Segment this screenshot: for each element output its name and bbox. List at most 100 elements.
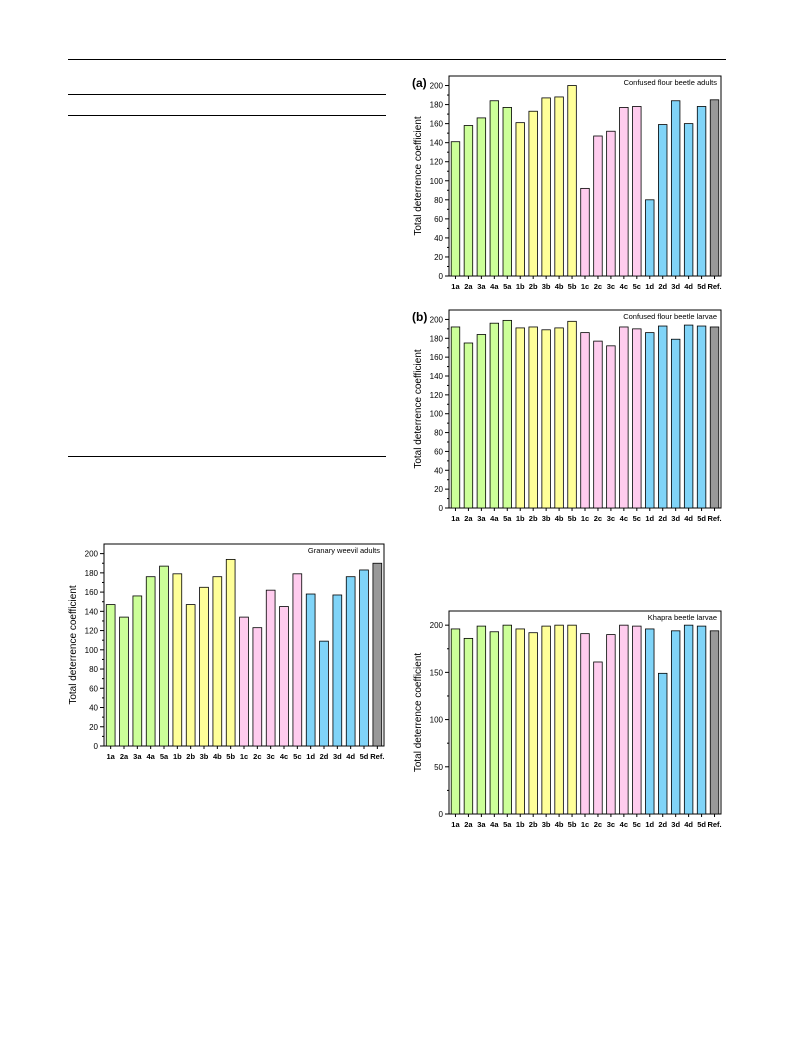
x-tick-label: 1d (645, 282, 654, 291)
x-tick-label: 5c (633, 282, 641, 291)
x-tick-label: 5c (633, 514, 641, 523)
x-tick-label: 5d (697, 820, 706, 829)
x-tick-label: 1a (451, 514, 460, 523)
bar-Ref. (709, 630, 720, 815)
x-tick-label: 3a (477, 514, 486, 523)
y-tick-label: 80 (434, 429, 443, 438)
y-tick-label: 200 (430, 621, 444, 630)
y-tick-label: 100 (430, 177, 444, 186)
x-tick-label: 1b (516, 282, 525, 291)
x-tick-label: 2b (529, 514, 538, 523)
x-tick-label: 2d (658, 820, 667, 829)
y-axis-label: Total deterrence coefficient (413, 653, 424, 773)
y-tick-label: 100 (85, 646, 99, 655)
x-tick-label: 2a (464, 820, 473, 829)
x-tick-label: 3d (671, 282, 680, 291)
x-tick-label: 2c (594, 514, 602, 523)
x-tick-label: 5d (360, 752, 369, 761)
y-tick-label: 80 (89, 665, 98, 674)
x-tick-label: 5b (568, 514, 577, 523)
x-tick-label: 1c (581, 514, 589, 523)
y-tick-label: 120 (430, 158, 444, 167)
x-tick-label: 3a (477, 282, 486, 291)
chart-title: Confused flour beetle adults (624, 78, 718, 87)
x-tick-label: 1b (516, 514, 525, 523)
y-tick-label: 180 (430, 334, 444, 343)
x-tick-label: Ref. (370, 752, 384, 761)
y-axis-label: Total deterrence coefficient (413, 349, 424, 469)
x-tick-label: 4b (213, 752, 222, 761)
x-tick-label: 4b (555, 514, 564, 523)
y-tick-label: 20 (434, 485, 443, 494)
x-tick-label: 4d (684, 514, 693, 523)
y-tick-label: 140 (430, 372, 444, 381)
x-tick-label: 5b (226, 752, 235, 761)
x-tick-label: 4d (684, 820, 693, 829)
x-tick-label: 4c (620, 820, 628, 829)
y-tick-label: 200 (430, 82, 444, 91)
x-tick-label: 2d (658, 282, 667, 291)
x-tick-label: 3c (607, 514, 615, 523)
table-bottom-rule (68, 456, 386, 457)
x-tick-label: 1c (581, 282, 589, 291)
x-tick-label: 5a (503, 820, 512, 829)
x-tick-label: 2c (253, 752, 261, 761)
bar-1d (645, 628, 655, 815)
x-tick-label: Ref. (707, 820, 721, 829)
y-tick-label: 120 (85, 627, 99, 636)
x-tick-label: 3a (477, 820, 486, 829)
x-tick-label: 5d (697, 514, 706, 523)
x-tick-label: 1a (106, 752, 115, 761)
x-tick-label: 5b (568, 820, 577, 829)
x-tick-label: 4c (280, 752, 288, 761)
panel-label: (b) (412, 310, 427, 324)
y-tick-label: 160 (85, 588, 99, 597)
bar-2a (463, 637, 474, 815)
bar-4b (554, 624, 564, 815)
y-tick-label: 80 (434, 196, 443, 205)
x-tick-label: 3b (542, 282, 551, 291)
bar-4d (683, 624, 694, 815)
x-tick-label: 5c (293, 752, 301, 761)
x-tick-label: 1d (306, 752, 315, 761)
x-tick-label: 1c (581, 820, 589, 829)
bar-3c (606, 634, 616, 815)
bar-2c (593, 661, 603, 815)
bar-5a (502, 624, 512, 815)
bar-3b (541, 625, 551, 815)
x-tick-label: 5a (160, 752, 169, 761)
x-tick-label: 2d (658, 514, 667, 523)
y-tick-label: 40 (89, 704, 98, 713)
x-tick-label: 5b (568, 282, 577, 291)
header-rule (68, 59, 726, 60)
table-top-rule (68, 94, 386, 95)
x-tick-label: 3a (133, 752, 142, 761)
bar-1c (580, 633, 590, 815)
y-tick-label: 40 (434, 466, 443, 475)
y-tick-label: 200 (430, 315, 444, 324)
x-tick-label: 4d (684, 282, 693, 291)
y-tick-label: 200 (85, 550, 99, 559)
y-tick-label: 140 (85, 607, 99, 616)
chart-title: Khapra beetle larvae (648, 613, 717, 622)
x-tick-label: 4a (490, 820, 499, 829)
y-tick-label: 0 (439, 810, 444, 819)
x-tick-label: 2a (464, 282, 473, 291)
x-tick-label: 2c (594, 820, 602, 829)
x-tick-label: 3b (200, 752, 209, 761)
x-tick-label: 4a (146, 752, 155, 761)
x-tick-label: 4a (490, 282, 499, 291)
x-tick-label: 5d (697, 282, 706, 291)
x-tick-label: 3b (542, 820, 551, 829)
x-tick-label: 1c (240, 752, 248, 761)
y-tick-label: 180 (430, 101, 444, 110)
bar-5b (567, 624, 577, 815)
y-tick-label: 60 (434, 215, 443, 224)
x-tick-label: 2b (529, 282, 538, 291)
x-tick-label: 3d (671, 514, 680, 523)
x-tick-label: 1d (645, 514, 654, 523)
bar-2b (528, 632, 538, 815)
